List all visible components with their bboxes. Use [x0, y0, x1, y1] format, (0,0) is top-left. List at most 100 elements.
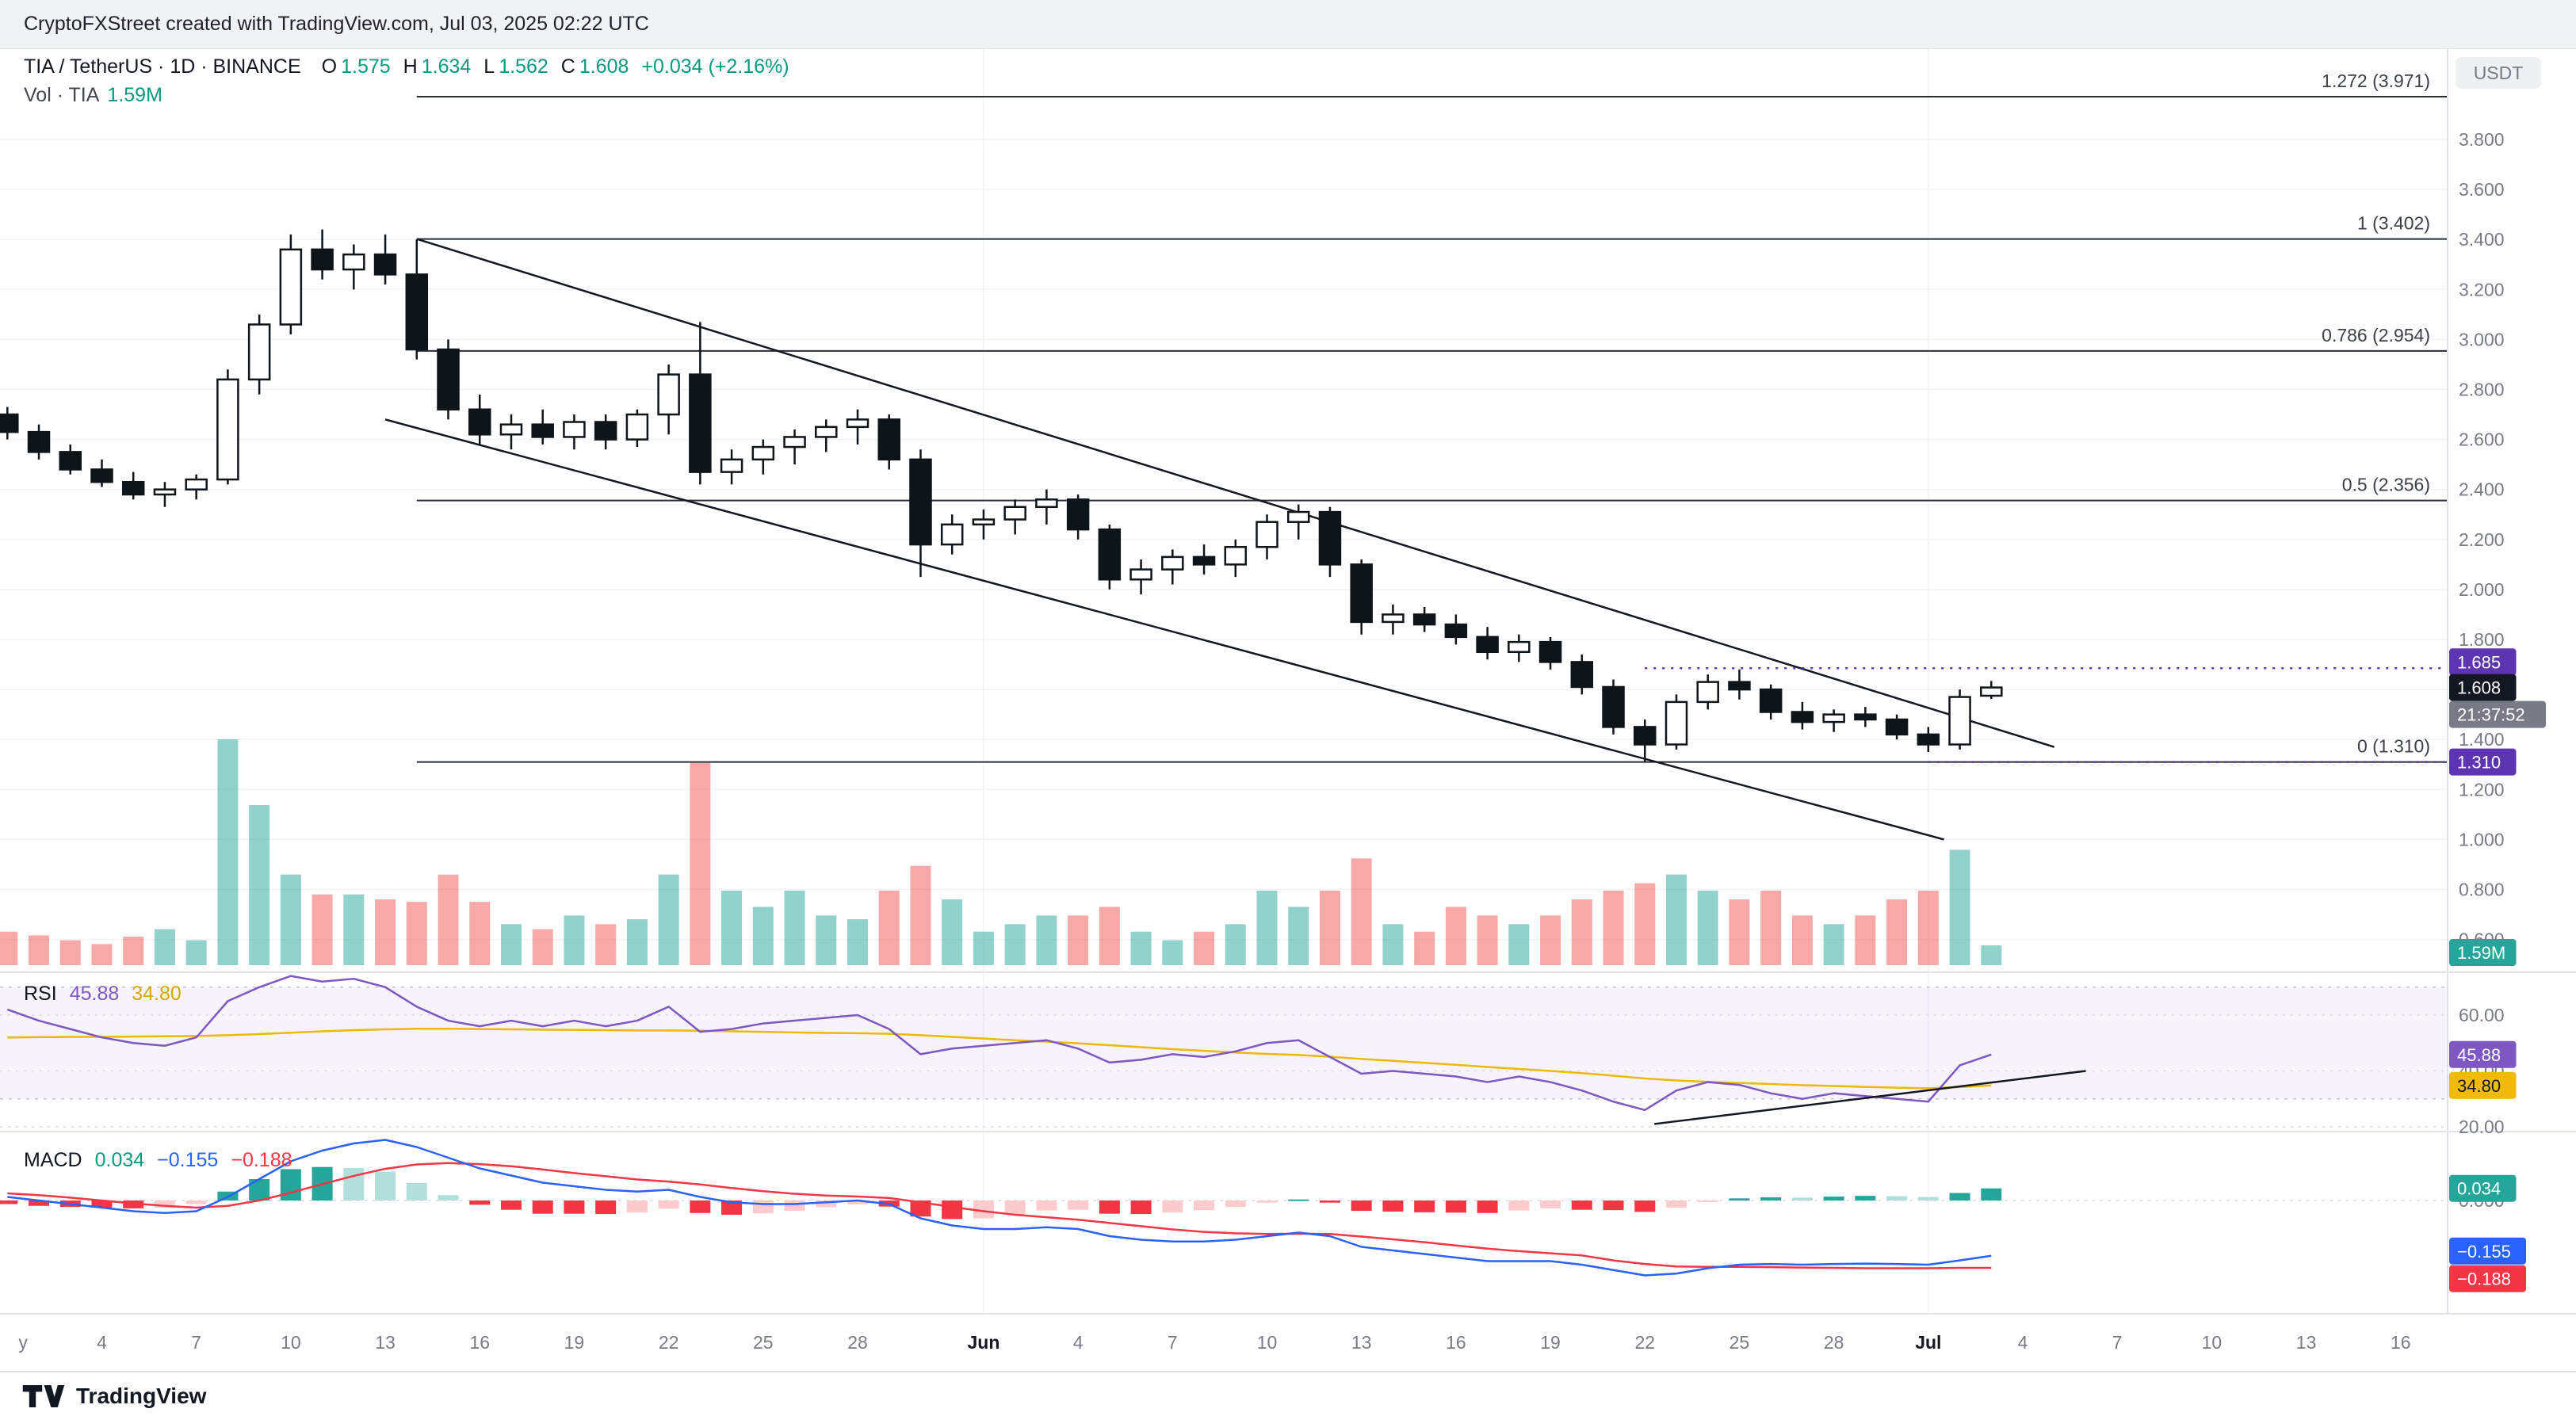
time-tick: 4 — [97, 1332, 107, 1353]
price-tick: 1.200 — [2459, 779, 2505, 800]
candle-body — [1664, 700, 1688, 746]
price-axis-currency[interactable]: USDT — [2456, 57, 2541, 89]
candle-body — [1350, 563, 1373, 624]
price-tick: 2.400 — [2459, 479, 2505, 500]
price-tick: 3.200 — [2459, 279, 2505, 300]
candle-body — [1538, 640, 1562, 663]
macd-histogram-bar — [1225, 1201, 1246, 1208]
change-value: +0.034 (+2.16%) — [641, 55, 789, 78]
fib-label: 0.786 (2.954) — [2322, 325, 2430, 345]
macd-histogram-bar — [1130, 1201, 1152, 1215]
time-tick: Jun — [967, 1332, 999, 1353]
volume-bar — [690, 762, 711, 965]
macd-histogram-bar — [1697, 1201, 1718, 1202]
macd-histogram-bar — [1477, 1201, 1498, 1213]
candle-body — [657, 373, 680, 416]
volume-label[interactable]: Vol · TIA — [24, 84, 100, 106]
volume-bar — [1130, 931, 1152, 965]
candle-body — [531, 423, 554, 438]
volume-value: 1.59M — [107, 84, 162, 106]
candle-body — [311, 248, 334, 271]
volume-bar — [784, 891, 805, 965]
fib-retracement-lines[interactable]: 1.272 (3.971) 1 (3.402) 0.786 (2.954) 0.5 (… — [416, 71, 2448, 763]
rsi-support-trendline — [1654, 1070, 2086, 1125]
countdown-badge-text: 21:37:52 — [2457, 705, 2525, 725]
volume-bar — [626, 919, 648, 965]
time-tick: 10 — [1257, 1332, 1278, 1353]
volume-bar — [123, 936, 144, 965]
pane-separators — [0, 49, 2576, 1315]
volume-bar — [1194, 931, 1215, 965]
candle-body — [247, 323, 271, 381]
macd-histogram-bar — [91, 1201, 113, 1208]
time-tick: 16 — [2391, 1332, 2411, 1353]
axis-badges: 1.685 1.608 21:37:52 1.310 1.59M 45.88 34.80 0.… — [2449, 648, 2546, 1292]
time-tick: 10 — [281, 1332, 301, 1353]
candle-body — [1066, 498, 1090, 531]
symbol-title[interactable]: TIA / TetherUS · 1D · BINANCE — [24, 55, 301, 78]
low-label: L — [483, 55, 495, 78]
volume-bar — [1697, 891, 1718, 965]
rsi-title[interactable]: RSI — [24, 983, 57, 1005]
volume-bar — [1981, 945, 2002, 965]
macd-histogram-bar — [1256, 1201, 1278, 1203]
volume-bar — [311, 894, 333, 965]
volume-bar — [532, 929, 553, 965]
macd-histogram-bar — [1855, 1196, 1876, 1201]
candle-body — [1286, 510, 1310, 523]
volume-bars — [0, 739, 2002, 965]
macd-histogram-bar — [784, 1201, 805, 1212]
price-tick: 2.000 — [2459, 579, 2505, 600]
rsi-ma-badge-text: 34.80 — [2457, 1076, 2501, 1096]
rsi-ma-value: 34.80 — [132, 983, 182, 1005]
price-tick: 3.400 — [2459, 229, 2505, 250]
macd-line-badge-text: −0.155 — [2457, 1242, 2511, 1262]
macd-histogram-bar — [1382, 1201, 1404, 1212]
macd-histogram-bar — [1823, 1197, 1844, 1201]
rsi-ma-line — [7, 1028, 1992, 1090]
volume-bar — [752, 907, 774, 965]
candle-body — [1003, 506, 1026, 521]
macd-line-value: −0.155 — [157, 1149, 219, 1171]
rsi-ma-badge — [2449, 1071, 2517, 1099]
tradingview-logo-icon[interactable] — [22, 1385, 65, 1407]
volume-bar — [91, 944, 113, 965]
macd-title[interactable]: MACD — [24, 1149, 82, 1171]
tradingview-wordmark[interactable]: TradingView — [76, 1384, 207, 1408]
time-tick: 16 — [1446, 1332, 1466, 1353]
macd-histogram-bar — [1004, 1201, 1026, 1215]
candle-body — [1728, 681, 1751, 691]
rsi-badge-text: 45.88 — [2457, 1045, 2501, 1065]
macd-histogram-bar — [375, 1171, 396, 1201]
candle-body — [1476, 636, 1499, 654]
volume-bar — [0, 931, 18, 965]
candle-body — [1917, 733, 1940, 746]
candle-body — [1980, 686, 2003, 697]
macd-histogram-bar — [1162, 1201, 1183, 1213]
macd-hist-value: 0.034 — [94, 1149, 145, 1171]
price-alert-lines[interactable] — [1645, 667, 2448, 763]
macd-histogram-bar — [1729, 1198, 1750, 1201]
fib-label: 0 (1.310) — [2357, 736, 2430, 757]
candle-body — [216, 378, 239, 481]
trendlines[interactable] — [384, 238, 2055, 841]
macd-line — [7, 1139, 1992, 1277]
macd-histogram-bar — [942, 1201, 963, 1220]
macd-signal-value: −0.188 — [231, 1149, 292, 1171]
time-tick: 19 — [564, 1332, 585, 1353]
footer-bar: TradingView — [0, 1371, 2576, 1420]
macd-histogram-bar — [626, 1201, 648, 1213]
volume-bar — [469, 902, 491, 965]
candle-body — [1318, 510, 1342, 566]
macd-histogram-bar — [1068, 1201, 1089, 1210]
price-tick: 3.600 — [2459, 179, 2505, 200]
macd-histogram-bar — [1099, 1201, 1120, 1214]
price-line-badge-1310-text: 1.310 — [2457, 753, 2501, 773]
volume-bar — [1855, 915, 1876, 965]
time-tick: 16 — [469, 1332, 490, 1353]
volume-badge-text: 1.59M — [2457, 943, 2505, 963]
volume-bar — [375, 899, 396, 965]
time-axis[interactable]: y 4 7 10 13 16 19 22 25 28 Jun 4 7 10 13 16 19 22 25 28 Jul 4… — [18, 1332, 2410, 1353]
time-tick: 25 — [753, 1332, 774, 1353]
